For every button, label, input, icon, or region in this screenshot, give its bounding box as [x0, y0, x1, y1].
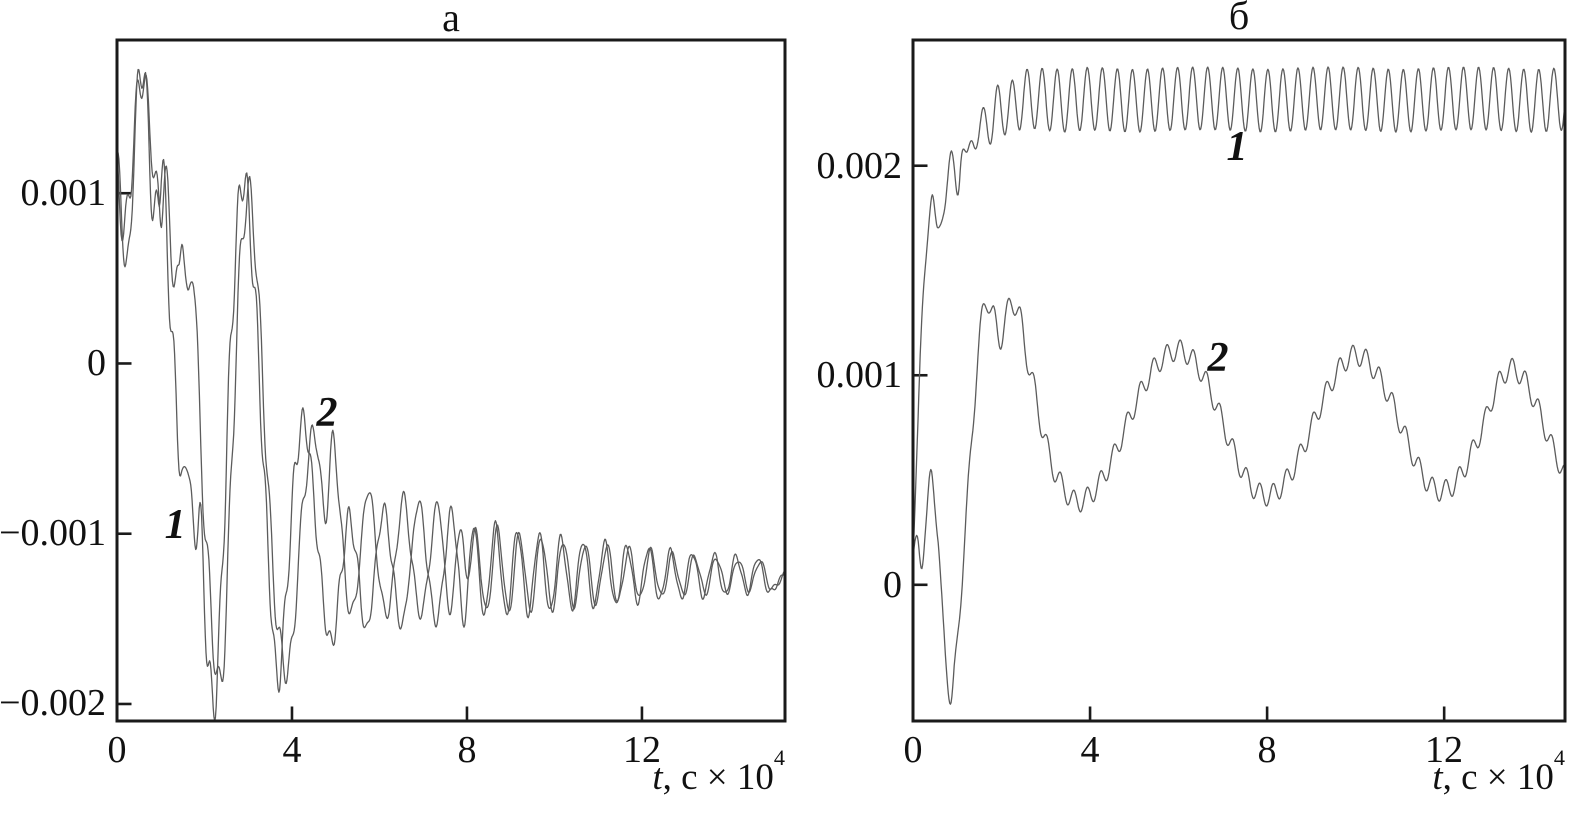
panel-b-frame: [911, 38, 1567, 723]
panel-a-ytick-label: −0.001: [0, 512, 106, 554]
panel-a-xtick-label: 12: [623, 729, 661, 771]
panel-b-ytick-label: 0: [883, 564, 902, 606]
panel-a-frame: [115, 38, 787, 723]
panel-a-ytick-label: 0.001: [20, 172, 107, 214]
panel-a-xtick-label: 4: [282, 729, 302, 771]
time-variable: t: [1432, 757, 1443, 798]
xaxis-unit-text: , с × 10: [662, 757, 774, 798]
panel-b-ticks: [911, 164, 1446, 720]
panel-b-xtick-label: 8: [1257, 729, 1277, 771]
panel-a-curve-2-label: 2: [316, 389, 338, 436]
panel-b: [911, 38, 1567, 723]
panel-a-xaxis-label: t, с × 104: [485, 746, 785, 799]
panel-a-ytick-label: 0: [87, 342, 106, 384]
panel-a-curve-2: [118, 74, 784, 685]
time-variable: t: [652, 757, 663, 798]
panel-b-ytick-label: 0.002: [816, 145, 903, 187]
panel-a-curve-1: [118, 68, 784, 720]
panel-a-curve-1-label: 1: [164, 502, 186, 549]
panel-b-xaxis-label: t, с × 104: [1265, 746, 1565, 799]
panel-a-title: а: [442, 0, 460, 40]
panel-a: [115, 38, 787, 723]
xaxis-exponent: 4: [773, 744, 785, 770]
panel-b-curve-1: [914, 66, 1564, 538]
panel-b-curve-2-label: 2: [1207, 335, 1229, 382]
xaxis-exponent: 4: [1553, 744, 1565, 770]
panel-b-xtick-label: 4: [1080, 729, 1100, 771]
xaxis-unit-text: , с × 10: [1442, 757, 1554, 798]
panel-b-title: б: [1228, 0, 1250, 38]
panel-a-ytick-label: −0.002: [0, 682, 106, 724]
panel-a-xtick-label: 0: [107, 729, 127, 771]
panel-b-xtick-label: 12: [1425, 729, 1463, 771]
panel-b-curve-2: [914, 297, 1564, 705]
panel-b-curve-1-label: 1: [1226, 123, 1248, 170]
panel-b-ytick-label: 0.001: [816, 354, 903, 396]
panel-a-xtick-label: 8: [457, 729, 477, 771]
panel-a-ticks: [115, 191, 644, 720]
panel-b-xtick-label: 0: [903, 729, 923, 771]
